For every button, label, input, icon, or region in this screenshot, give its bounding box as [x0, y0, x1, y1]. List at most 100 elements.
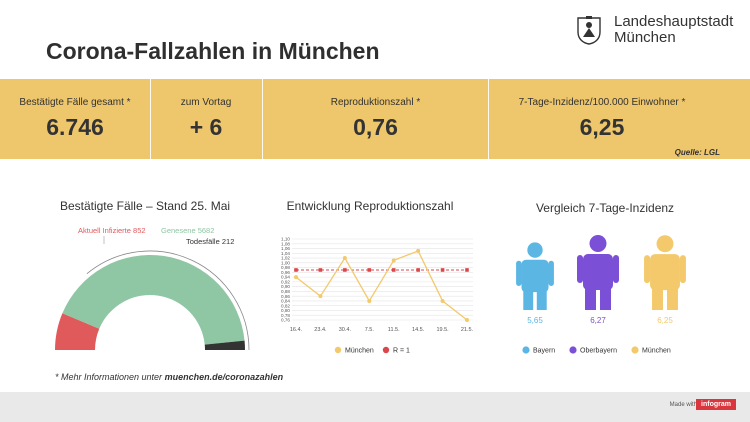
x-tick-label: 23.4. — [314, 327, 327, 333]
person-leg-right — [600, 284, 611, 310]
y-tick-label: 1,10 — [281, 237, 290, 242]
person-leg-left — [585, 284, 596, 310]
person-body — [521, 259, 549, 293]
legend-marker-r1 — [382, 346, 390, 354]
kpi-label: 7-Tage-Inzidenz/100.000 Einwohner * — [518, 97, 686, 108]
y-tick-label: 1,08 — [281, 241, 290, 246]
legend-label-r1: R = 1 — [393, 348, 410, 355]
kpi-divider — [150, 79, 151, 159]
series-line-muenchen — [295, 250, 468, 321]
footnote-link[interactable]: muenchen.de/coronazahlen — [164, 372, 284, 382]
gauge-title: Bestätigte Fälle – Stand 25. Mai — [59, 199, 231, 213]
kpi-value: 6.746 — [46, 114, 104, 140]
person-arm-right — [613, 255, 619, 283]
infogram-badge[interactable]: infogram — [696, 399, 736, 410]
footer: Made with infogram — [0, 392, 750, 422]
point-r1 — [343, 268, 347, 272]
person-arm-left — [516, 260, 522, 286]
x-tick-label: 16.4. — [290, 327, 303, 333]
person-arm-right — [548, 260, 554, 286]
incidence-chart: 5,65 6,27 6,25 Bayern Oberbayern München — [516, 235, 686, 355]
legend-marker-bayern — [522, 346, 530, 354]
y-tick-label: 0,90 — [281, 284, 290, 289]
legend-label-münchen: München — [642, 348, 671, 355]
y-tick-label: 1,00 — [281, 260, 290, 265]
point-r1 — [391, 268, 396, 272]
kpi-total-cases: Bestätigte Fälle gesamt * 6.746 — [0, 79, 150, 159]
point-muenchen — [294, 275, 298, 280]
point-muenchen — [465, 318, 469, 322]
city-logo[interactable]: Landeshauptstadt München — [572, 14, 742, 46]
legend-label-bayern: Bayern — [533, 348, 555, 355]
point-r1 — [465, 268, 469, 272]
gauge-label-infected: Aktuell Infizierte 852 — [78, 226, 146, 235]
y-tick-label: 1,06 — [281, 246, 290, 251]
point-muenchen — [318, 294, 323, 299]
kpi-label: zum Vortag — [180, 97, 232, 108]
person-leg-right — [536, 286, 547, 310]
legend-marker-muenchen — [334, 346, 342, 354]
incidence-title: Vergleich 7-Tage-Inzidenz — [535, 201, 675, 215]
kpi-reproduction: Reproduktionszahl * 0,76 — [263, 79, 488, 159]
logo-line-1: Landeshauptstadt — [614, 13, 734, 30]
point-muenchen — [416, 248, 421, 253]
x-tick-label: 14.5. — [412, 327, 425, 333]
legend-marker-münchen — [631, 346, 639, 354]
person-body — [583, 254, 613, 290]
kpi-value: 0,76 — [353, 114, 398, 140]
legend-label-muenchen: München — [345, 348, 374, 355]
gauge-segment-genesene — [62, 254, 245, 345]
gauge-guide-arc — [86, 250, 250, 351]
kpi-value: 6,25 — [579, 114, 625, 140]
value-label-münchen: 6,25 — [657, 316, 673, 325]
gauge-label-deaths: Todesfälle 212 — [186, 237, 234, 246]
y-tick-label: 1,04 — [281, 251, 290, 256]
y-tick-label: 0,94 — [281, 275, 290, 280]
person-head — [527, 242, 543, 258]
kpi-divider — [262, 79, 263, 159]
person-head — [656, 235, 674, 253]
x-tick-label: 7.5. — [365, 327, 375, 333]
coat-of-arms-icon — [577, 16, 601, 45]
person-oberbayern — [577, 235, 619, 310]
logo-line-2: München — [614, 29, 676, 46]
x-tick-label: 30.4. — [339, 327, 352, 333]
person-body — [650, 254, 680, 291]
point-r1 — [294, 268, 298, 272]
footnote: * Mehr Informationen unter muenchen.de/c… — [55, 372, 283, 382]
y-tick-label: 0,88 — [281, 289, 290, 294]
kpi-band: Bestätigte Fälle gesamt * 6.746 zum Vort… — [0, 79, 750, 159]
footnote-prefix: * Mehr Informationen unter — [55, 372, 165, 382]
gauge-segment-aktuell-infizierte — [55, 313, 100, 350]
point-r1 — [318, 268, 323, 272]
x-tick-label: 21.5. — [461, 327, 474, 333]
legend-marker-oberbayern — [569, 346, 577, 354]
x-tick-label: 19.5. — [436, 327, 449, 333]
line-chart-title: Entwicklung Reproduktionszahl — [286, 199, 454, 213]
y-tick-label: 0,92 — [281, 279, 290, 284]
kpi-previous-day: zum Vortag + 6 — [151, 79, 261, 159]
person-arm-left — [644, 255, 651, 284]
person-arm-right — [679, 255, 686, 284]
source-label: Quelle: LGL — [674, 148, 720, 157]
y-tick-label: 1,02 — [281, 256, 290, 261]
kpi-value: + 6 — [189, 114, 223, 140]
y-tick-label: 0,80 — [281, 308, 290, 313]
gauge-segment-todesfälle — [204, 340, 245, 350]
line-chart: 1,101,081,061,041,021,000,980,960,940,92… — [281, 237, 474, 355]
person-head — [589, 235, 607, 252]
point-muenchen — [391, 258, 396, 263]
gauge-chart: Aktuell Infizierte 852 Genesene 5682 Todes… — [55, 226, 250, 351]
gauge-label-recovered: Genesene 5682 — [161, 226, 214, 235]
person-arm-left — [577, 255, 583, 283]
legend-label-oberbayern: Oberbayern — [580, 348, 617, 355]
y-tick-label: 0,82 — [281, 303, 290, 308]
point-muenchen — [440, 298, 445, 303]
value-label-bayern: 5,65 — [527, 316, 543, 325]
point-muenchen — [367, 298, 372, 303]
y-tick-label: 0,78 — [281, 313, 290, 318]
y-tick-label: 0,96 — [281, 270, 290, 275]
person-münchen — [644, 235, 686, 310]
y-tick-label: 0,86 — [281, 294, 290, 299]
kpi-label: Reproduktionszahl * — [330, 97, 421, 108]
